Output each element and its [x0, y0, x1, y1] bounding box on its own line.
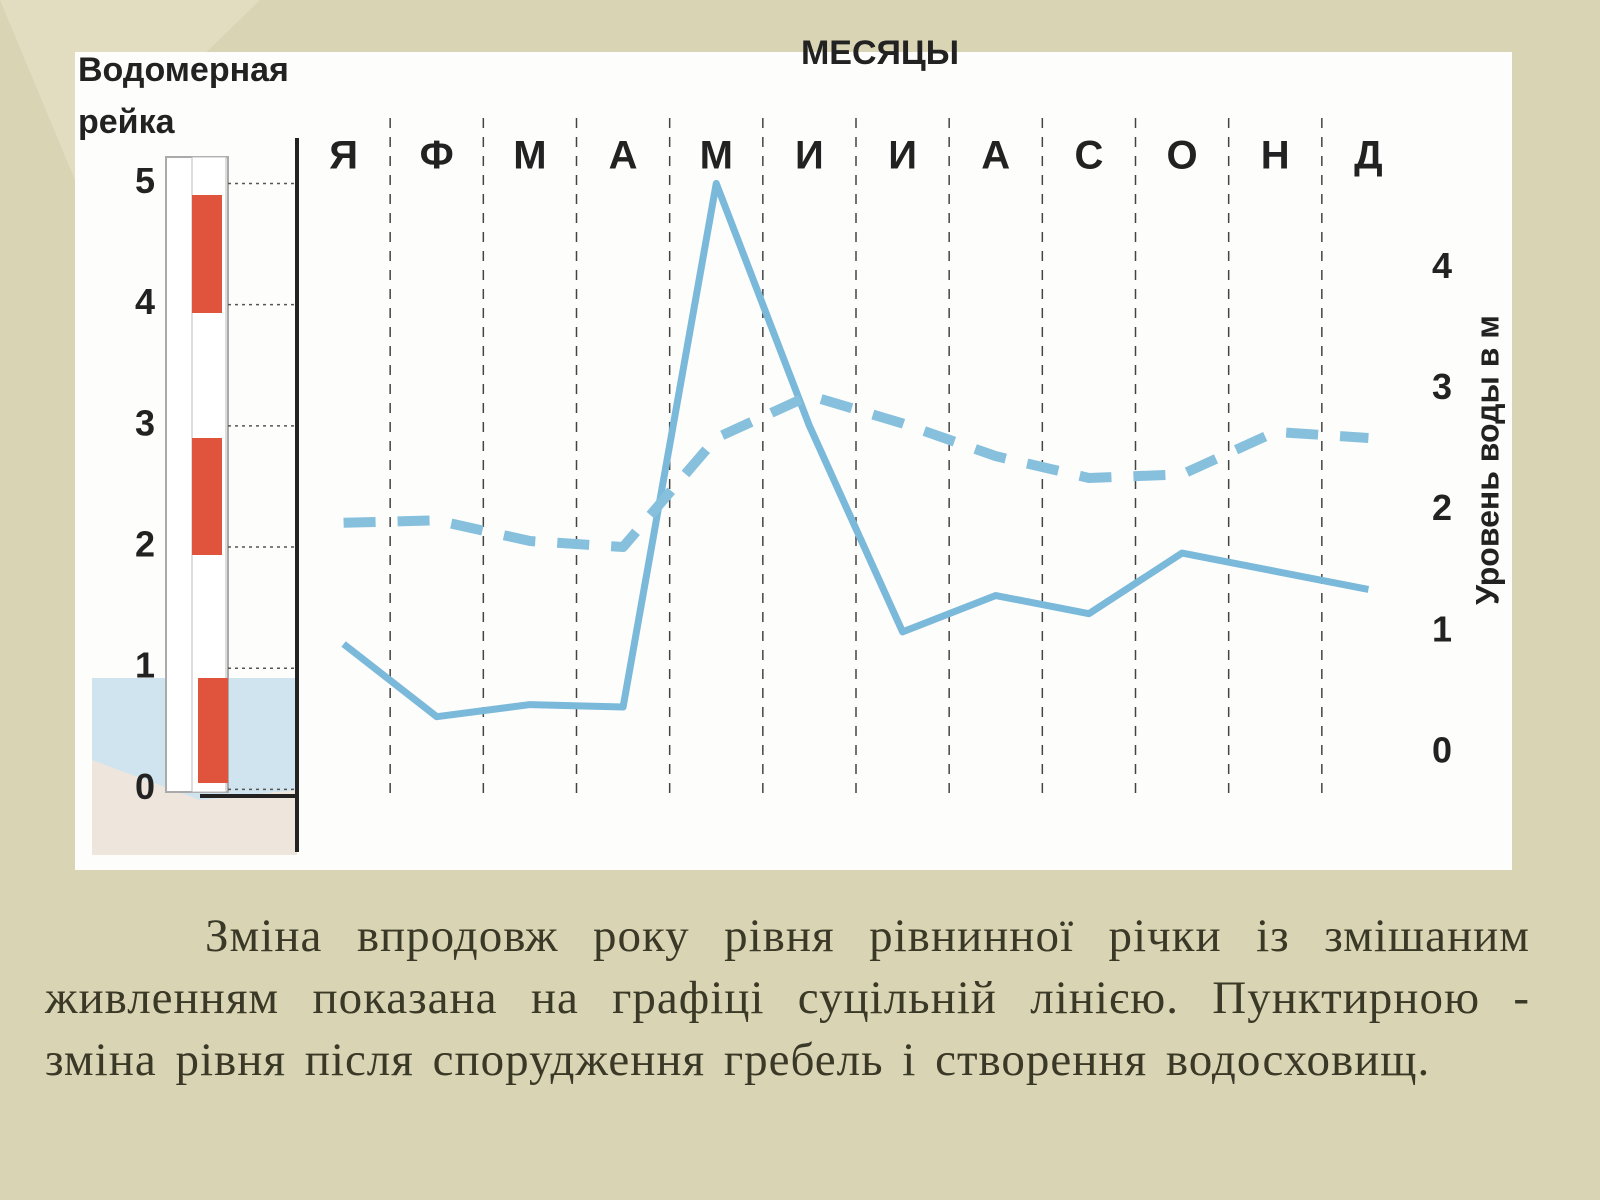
gauge-tick-label: 4	[135, 281, 155, 322]
gauge-stripe	[192, 438, 222, 555]
x-tick-label: А	[609, 134, 638, 178]
x-tick-label: Ф	[420, 134, 454, 178]
x-tick-label: С	[1074, 134, 1103, 178]
y2-tick-label: 1	[1432, 608, 1452, 649]
gauge-tick-label: 1	[135, 645, 155, 686]
x-tick-label: Д	[1354, 134, 1383, 178]
caption: Зміна впродовж року рівня рівнинної річк…	[45, 910, 1530, 1086]
gauge-tick-label: 5	[135, 160, 155, 201]
gauge-tick-label: 3	[135, 402, 155, 443]
chart: Водомерная рейка МЕСЯЦЫ Уровень воды в м …	[0, 0, 1512, 870]
dashed-line	[343, 390, 1369, 553]
x-tick-label: М	[513, 134, 546, 178]
gauge-tick-label: 0	[135, 766, 155, 807]
gauge-label: Водомерная рейка	[78, 51, 289, 141]
y2-tick-label: 3	[1432, 366, 1452, 407]
solid-line	[341, 179, 1370, 721]
gauge-tick-label: 2	[135, 524, 155, 565]
x-axis-label: МЕСЯЦЫ	[801, 34, 959, 72]
gauge-stripe	[198, 678, 228, 783]
chart-panel	[75, 52, 1512, 870]
y2-tick-label: 4	[1432, 245, 1452, 286]
ground	[92, 760, 297, 855]
x-tick-label: И	[888, 134, 917, 178]
x-tick-label: Я	[329, 134, 358, 178]
x-tick-label: О	[1167, 134, 1198, 178]
y2-axis-label: Уровень воды в м	[1469, 315, 1505, 605]
y2-tick-label: 0	[1432, 730, 1452, 771]
x-tick-label: М	[700, 134, 733, 178]
x-tick-label: Н	[1261, 134, 1290, 178]
y2-tick-label: 2	[1432, 487, 1452, 528]
x-tick-label: А	[981, 134, 1010, 178]
x-tick-label: И	[795, 134, 824, 178]
gauge-stripe	[192, 195, 222, 313]
